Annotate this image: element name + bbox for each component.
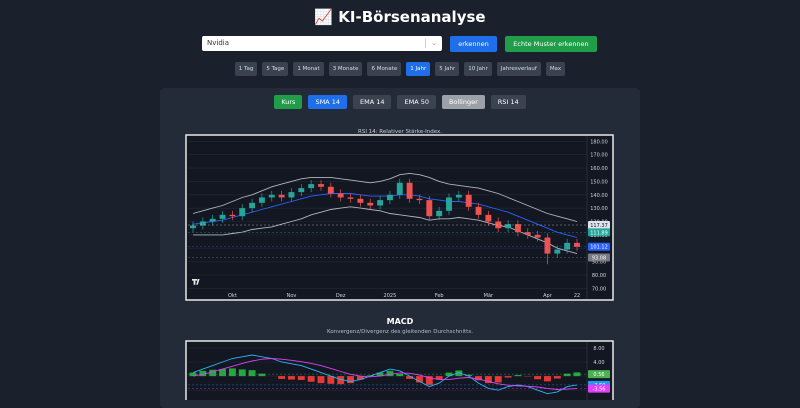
histogram-bar — [229, 368, 236, 376]
candle-body — [190, 226, 196, 229]
candle-body — [367, 203, 373, 206]
price-tag-label: 101.12 — [590, 245, 608, 251]
candle-body — [436, 211, 442, 216]
candle-body — [387, 195, 393, 200]
x-tick-label: Nov — [287, 293, 297, 299]
histogram-bar — [505, 376, 512, 377]
candle-body — [348, 197, 354, 198]
candle-body — [210, 219, 216, 222]
price-tag-label: 111.89 — [590, 230, 608, 236]
x-tick-label: 2025 — [384, 293, 397, 299]
y-tick-label: 80.00 — [592, 273, 606, 279]
histogram-bar — [239, 369, 246, 376]
candle-body — [318, 184, 324, 187]
price-tag-label: 117.37 — [590, 223, 608, 229]
candle-body — [485, 215, 491, 222]
candle-body — [269, 195, 275, 198]
candle-body — [328, 187, 334, 194]
y-tick-label: 140.00 — [590, 193, 608, 199]
chart-title: RSI 14: Relativer Stärke-Index. — [358, 129, 442, 135]
candle-body — [525, 232, 531, 235]
candle-body — [446, 197, 452, 210]
candle-body — [229, 215, 235, 216]
candle-body — [545, 238, 551, 254]
candle-body — [417, 199, 423, 200]
candle-body — [456, 195, 462, 198]
y-tick-label: 130.00 — [590, 206, 608, 212]
histogram-bar — [249, 370, 256, 376]
x-tick-label: 22 — [574, 293, 580, 299]
y-tick-label: 180.00 — [590, 139, 608, 145]
candle-body — [357, 199, 363, 203]
candle-body — [407, 183, 413, 199]
candle-body — [564, 243, 570, 250]
histogram-bar — [386, 371, 393, 376]
histogram-bar — [514, 375, 521, 376]
x-tick-label: Apr — [543, 293, 553, 299]
candle-body — [249, 203, 255, 208]
candle-body — [220, 215, 226, 219]
candle-body — [279, 195, 285, 198]
candle-body — [515, 224, 521, 232]
candle-body — [289, 192, 295, 197]
histogram-bar — [298, 376, 305, 380]
histogram-bar — [347, 376, 354, 383]
candle-body — [554, 250, 560, 254]
y-tick-label: 4.00 — [593, 360, 604, 366]
price-tag-label: 0.56 — [593, 372, 604, 378]
x-tick-label: Okt — [228, 293, 237, 299]
candle-body — [377, 200, 383, 205]
histogram-bar — [544, 376, 551, 381]
candle-body — [298, 188, 304, 192]
histogram-bar — [278, 376, 285, 379]
histogram-bar — [495, 376, 502, 382]
price-tag-label: 93.08 — [592, 255, 606, 261]
candle-body — [338, 193, 344, 197]
candle-body — [308, 184, 314, 188]
chart-subtitle: Konvergenz/Divergenz des gleitenden Durc… — [327, 329, 473, 335]
candle-body — [476, 207, 482, 215]
candle-body — [574, 243, 580, 247]
candle-body — [397, 183, 403, 195]
histogram-bar — [288, 376, 295, 380]
candle-body — [426, 200, 432, 216]
y-tick-label: 150.00 — [590, 179, 608, 185]
candle-body — [239, 208, 245, 216]
y-tick-label: 160.00 — [590, 166, 608, 172]
candle-body — [466, 195, 472, 207]
histogram-bar — [308, 376, 315, 382]
price-tag-label: -3.56 — [593, 387, 606, 393]
x-tick-label: Dez — [336, 293, 346, 299]
histogram-bar — [554, 376, 561, 378]
y-tick-label: 170.00 — [590, 153, 608, 159]
histogram-bar — [534, 376, 541, 379]
x-tick-label: Mär — [484, 293, 494, 299]
candle-body — [535, 235, 541, 238]
histogram-bar — [318, 376, 325, 383]
y-tick-label: 70.00 — [592, 286, 606, 292]
chart-title: MACD — [387, 317, 414, 326]
y-tick-label: 8.00 — [593, 346, 604, 352]
candle-body — [259, 197, 265, 202]
x-tick-label: Feb — [435, 293, 444, 299]
